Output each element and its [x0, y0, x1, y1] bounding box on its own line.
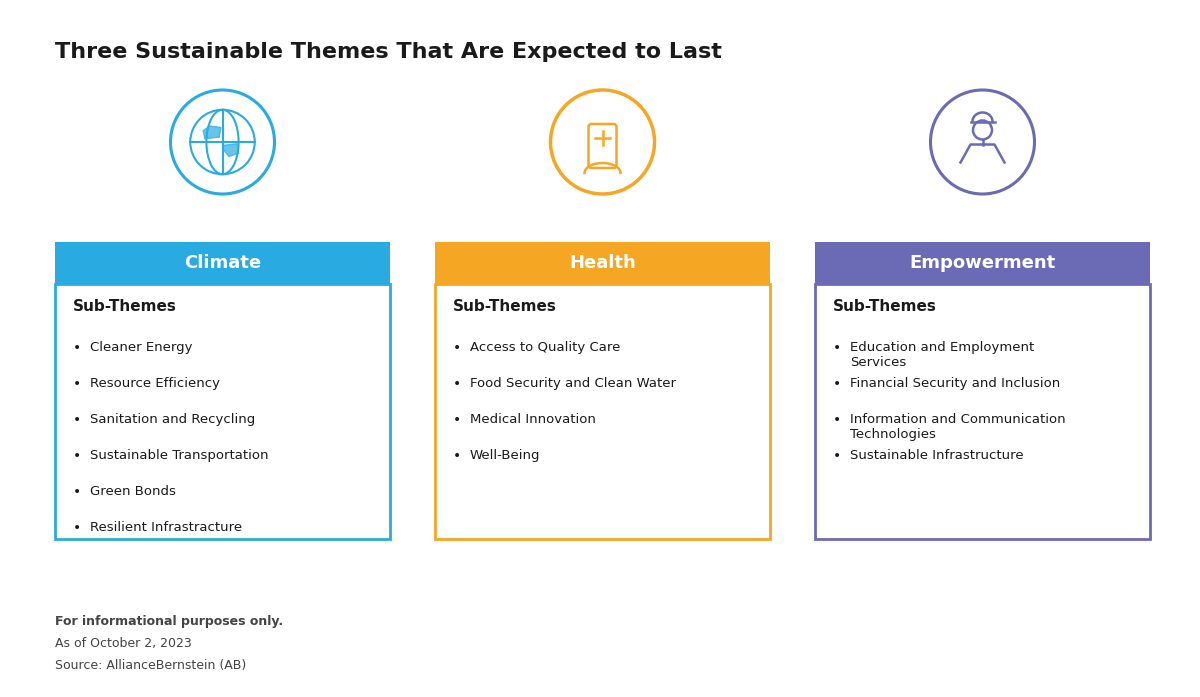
Text: Well-Being: Well-Being [470, 449, 540, 462]
Text: •: • [454, 413, 461, 427]
Text: •: • [73, 521, 82, 535]
Text: Source: AllianceBernstein (AB): Source: AllianceBernstein (AB) [55, 659, 246, 672]
Text: Medical Innovation: Medical Innovation [470, 413, 596, 426]
FancyBboxPatch shape [434, 284, 770, 539]
Text: •: • [73, 449, 82, 463]
Text: •: • [833, 413, 841, 427]
FancyBboxPatch shape [434, 242, 770, 284]
Text: •: • [454, 449, 461, 463]
Polygon shape [203, 126, 221, 139]
Text: Education and Employment
Services: Education and Employment Services [850, 341, 1034, 369]
FancyBboxPatch shape [55, 242, 390, 284]
Text: Information and Communication
Technologies: Information and Communication Technologi… [850, 413, 1066, 441]
Text: •: • [833, 449, 841, 463]
Text: •: • [73, 377, 82, 391]
Text: Empowerment: Empowerment [910, 254, 1056, 272]
Text: As of October 2, 2023: As of October 2, 2023 [55, 637, 192, 650]
Text: For informational purposes only.: For informational purposes only. [55, 615, 283, 628]
Text: Sustainable Transportation: Sustainable Transportation [90, 449, 269, 462]
Text: Sub-Themes: Sub-Themes [73, 298, 176, 314]
Text: Sub-Themes: Sub-Themes [454, 298, 557, 314]
FancyBboxPatch shape [55, 284, 390, 539]
Text: Sustainable Infrastructure: Sustainable Infrastructure [850, 449, 1024, 462]
Text: •: • [73, 341, 82, 355]
Text: •: • [833, 377, 841, 391]
Polygon shape [222, 144, 239, 157]
Text: •: • [73, 413, 82, 427]
Text: •: • [454, 341, 461, 355]
Text: Sub-Themes: Sub-Themes [833, 298, 937, 314]
Text: Access to Quality Care: Access to Quality Care [470, 341, 620, 354]
Text: Resilient Infrastracture: Resilient Infrastracture [90, 521, 242, 534]
FancyBboxPatch shape [815, 284, 1150, 539]
Text: Food Security and Clean Water: Food Security and Clean Water [470, 377, 676, 390]
Text: Resource Efficiency: Resource Efficiency [90, 377, 220, 390]
Text: Green Bonds: Green Bonds [90, 485, 176, 498]
Text: •: • [833, 341, 841, 355]
Text: •: • [454, 377, 461, 391]
FancyBboxPatch shape [815, 242, 1150, 284]
Text: Sanitation and Recycling: Sanitation and Recycling [90, 413, 256, 426]
Text: Climate: Climate [184, 254, 262, 272]
Text: Health: Health [569, 254, 636, 272]
Text: Cleaner Energy: Cleaner Energy [90, 341, 192, 354]
Text: Financial Security and Inclusion: Financial Security and Inclusion [850, 377, 1061, 390]
Text: •: • [73, 485, 82, 499]
Text: Three Sustainable Themes That Are Expected to Last: Three Sustainable Themes That Are Expect… [55, 42, 722, 62]
